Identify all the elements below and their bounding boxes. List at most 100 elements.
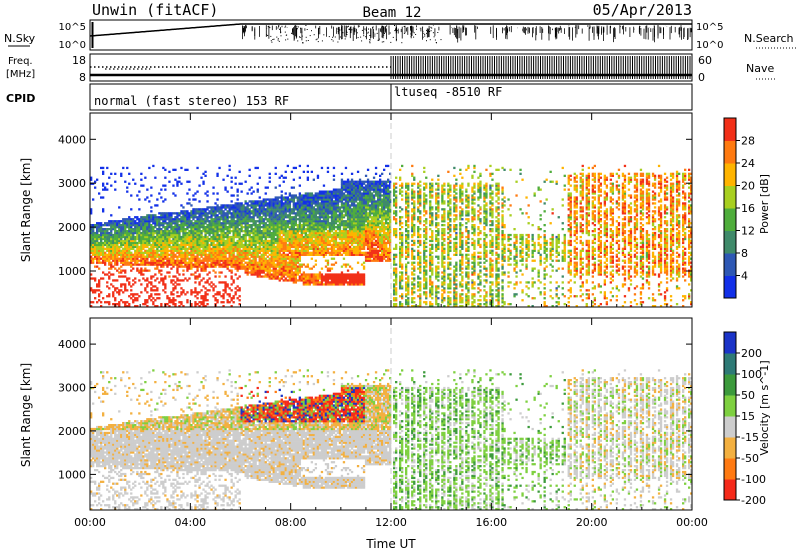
- range-cell: [196, 239, 199, 243]
- range-cell: [308, 214, 312, 217]
- range-cell: [90, 249, 93, 252]
- range-cell: [230, 261, 233, 264]
- range-cell: [242, 218, 245, 221]
- range-cell: [300, 239, 304, 243]
- range-cell: [262, 255, 265, 258]
- range-cell: [272, 224, 275, 227]
- range-cell: [334, 245, 338, 249]
- range-cell: [98, 283, 101, 286]
- range-cell: [266, 198, 269, 201]
- range-cell: [160, 230, 163, 233]
- range-cell: [242, 257, 245, 260]
- range-cell: [118, 235, 121, 239]
- range-cell: [154, 216, 157, 219]
- range-cell: [338, 275, 342, 278]
- range-cell: [114, 249, 117, 252]
- range-cell: [270, 257, 273, 260]
- range-cell: [212, 237, 215, 241]
- range-cell: [340, 249, 344, 252]
- range-cell: [158, 253, 161, 256]
- range-cell: [276, 247, 279, 250]
- nsky-dot: [337, 28, 339, 30]
- range-cell: [316, 194, 320, 197]
- range-cell: [190, 249, 193, 252]
- range-cell: [206, 247, 209, 250]
- range-cell: [168, 235, 171, 239]
- range-cell: [142, 241, 145, 245]
- range-cell: [244, 247, 247, 250]
- range-cell: [236, 226, 239, 229]
- range-cell: [252, 214, 255, 217]
- range-cell: [234, 212, 237, 215]
- range-cell: [288, 233, 292, 237]
- range-cell: [168, 259, 171, 262]
- range-cell: [162, 257, 165, 260]
- range-cell: [202, 277, 205, 280]
- range-cell: [142, 263, 145, 266]
- range-cell: [264, 241, 267, 245]
- range-cell: [144, 239, 147, 243]
- range-cell: [184, 228, 187, 231]
- range-cell: [336, 210, 340, 213]
- range-cell: [272, 275, 275, 278]
- range-cell: [302, 239, 306, 243]
- range-cell: [286, 267, 290, 270]
- range-cell: [218, 247, 221, 250]
- range-cell: [130, 224, 133, 227]
- range-cell: [256, 210, 259, 213]
- range-cell: [264, 224, 267, 227]
- range-cell: [148, 269, 151, 272]
- range-cell: [302, 214, 306, 217]
- range-cell: [198, 222, 201, 225]
- range-cell: [226, 263, 229, 266]
- range-cell: [308, 241, 312, 245]
- nsky-dot: [328, 36, 330, 38]
- range-cell: [308, 192, 312, 195]
- range-cell: [214, 261, 217, 264]
- range-cell: [268, 198, 271, 201]
- range-cell: [296, 233, 300, 237]
- range-cell: [308, 228, 312, 231]
- range-cell: [252, 241, 255, 245]
- range-cell: [156, 243, 159, 247]
- range-cell: [190, 259, 193, 262]
- range-cell: [126, 230, 129, 233]
- range-cell: [298, 263, 302, 266]
- range-cell: [238, 303, 241, 306]
- nsky-dot: [270, 35, 272, 37]
- range-cell: [318, 283, 322, 286]
- range-cell: [258, 269, 261, 272]
- range-cell: [296, 249, 300, 252]
- range-cell: [234, 249, 237, 252]
- range-cell: [266, 218, 269, 221]
- range-cell: [220, 239, 223, 243]
- range-cell: [320, 206, 324, 209]
- range-cell: [256, 200, 259, 203]
- range-cell: [224, 283, 227, 286]
- range-cell: [204, 295, 207, 298]
- range-cell: [236, 253, 239, 256]
- range-cell: [254, 249, 257, 252]
- range-cell: [176, 230, 179, 233]
- range-cell: [144, 303, 147, 306]
- range-cell: [200, 253, 203, 256]
- range-cell: [142, 233, 145, 237]
- range-cell: [258, 208, 261, 211]
- range-cell: [280, 228, 283, 231]
- range-cell: [300, 228, 304, 231]
- range-cell: [234, 245, 237, 249]
- range-cell: [326, 267, 330, 270]
- range-cell: [240, 253, 243, 256]
- range-cell: [172, 287, 175, 290]
- range-cell: [226, 259, 229, 262]
- range-cell: [316, 204, 320, 207]
- range-cell: [122, 253, 125, 256]
- range-cell: [226, 299, 229, 302]
- range-cell: [268, 220, 271, 223]
- range-cell: [308, 275, 312, 278]
- range-cell: [158, 216, 161, 219]
- range-cell: [232, 222, 235, 225]
- range-cell: [130, 235, 133, 239]
- range-cell: [194, 263, 197, 266]
- range-cell: [266, 206, 269, 209]
